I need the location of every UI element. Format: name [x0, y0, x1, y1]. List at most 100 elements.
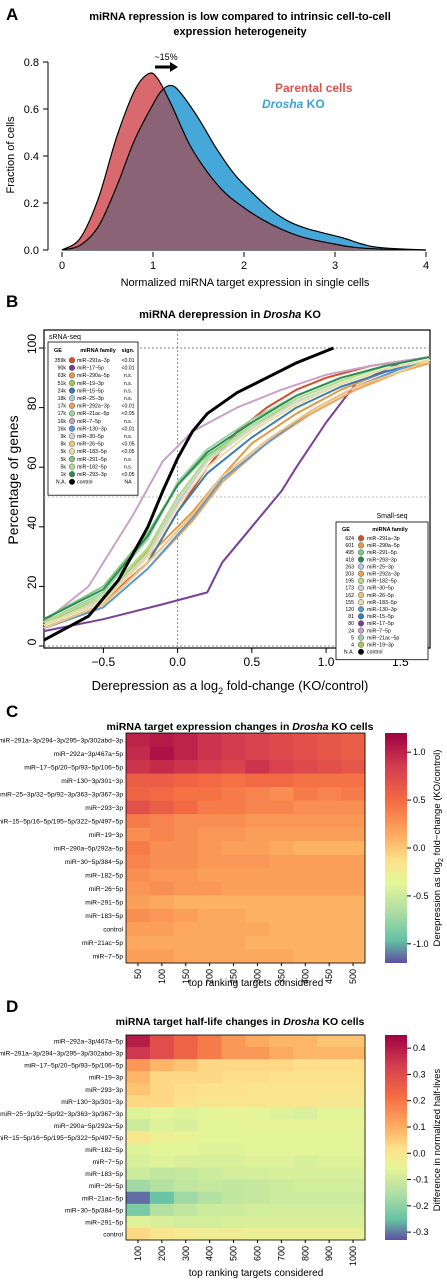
- heatmap-cell: [197, 1179, 223, 1193]
- heatmap-cell: [197, 1203, 223, 1217]
- heatmap-row-label: miR−21ac−5p: [82, 940, 123, 947]
- heatmap-cell: [221, 1215, 246, 1229]
- heatmap-cell: [293, 1107, 318, 1120]
- heatmap-cell: [221, 787, 246, 802]
- heatmap-cell: [173, 814, 199, 829]
- heatmap-row-label: miR−291−5p: [85, 1219, 123, 1226]
- cdf-line: [43, 358, 431, 627]
- panel-letter-d: D: [6, 997, 18, 1016]
- heatmap-x-tick-label: 100: [157, 969, 167, 984]
- heatmap-cell: [149, 1155, 175, 1169]
- heatmap-row-label: miR−183−5p: [85, 1171, 123, 1178]
- heatmap-cell: [341, 1131, 366, 1145]
- heatmap-cell: [269, 1143, 294, 1157]
- heatmap-cell: [317, 841, 342, 856]
- heatmap-cell: [293, 1071, 318, 1084]
- heatmap-cell: [126, 1095, 151, 1108]
- parental-density-line: [61, 72, 427, 251]
- panel-b-title: miRNA derepression in Drosha KO: [139, 309, 321, 321]
- heatmap-cell: [245, 1119, 270, 1132]
- heatmap-cell: [197, 760, 223, 775]
- heatmap-x-tick-label: 200: [205, 969, 215, 984]
- heatmap-row-label: miR−21ac−5p: [82, 1195, 123, 1202]
- heatmap-cell: [341, 881, 366, 896]
- srna-legend-family: miR−291a−3p: [77, 358, 110, 364]
- heatmap-row-label: miR−17−5p/20−5p/93−5p/106−5p: [24, 1063, 123, 1070]
- panel-d-colorbar-label: Difference in normalized half-lives: [432, 1069, 443, 1212]
- heatmap-cell: [341, 1035, 366, 1048]
- heatmap-cell: [197, 854, 223, 869]
- heatmap-cell: [269, 1179, 294, 1193]
- heatmap-cell: [293, 773, 318, 788]
- heatmap-cell: [173, 746, 199, 761]
- heatmap-cell: [341, 1083, 366, 1096]
- heatmap-cell: [245, 841, 270, 856]
- heatmap-cell: [245, 1203, 270, 1217]
- heatmap-cell: [341, 1155, 366, 1169]
- panel-a-title-line2: expression heterogeneity: [173, 26, 307, 38]
- heatmap-cell: [269, 1083, 294, 1096]
- srna-legend-sig: <0.01: [121, 358, 134, 364]
- small-legend-family: control: [367, 650, 383, 656]
- heatmap-cell: [221, 1167, 246, 1181]
- panel-a-xlabel: Normalized miRNA target expression in si…: [121, 277, 370, 289]
- heatmap-x-tick-label: 450: [324, 969, 334, 984]
- heatmap-cell: [293, 868, 318, 883]
- heatmap-cell: [293, 1203, 318, 1217]
- srna-legend-title: sRNA-seq: [49, 334, 81, 341]
- colorbar-tick-label: -0.2: [413, 1201, 429, 1211]
- srna-legend-family: control: [77, 480, 93, 486]
- panel-b-x-tick-label: 0.5: [244, 655, 261, 669]
- srna-legend-box: [47, 341, 139, 496]
- heatmap-cell: [126, 868, 151, 883]
- heatmap-cell: [149, 733, 175, 748]
- heatmap-cell: [293, 1191, 318, 1205]
- srna-legend-sig: <0.01: [121, 426, 134, 432]
- small-legend-ge: 601: [345, 543, 354, 549]
- panel-a-ylabel: Fraction of cells: [5, 116, 17, 194]
- heatmap-x-tick-label: 800: [300, 1246, 310, 1261]
- panel-d-colorbar: [385, 1035, 407, 1240]
- heatmap-cell: [149, 1059, 175, 1072]
- srna-legend-sig: n.s.: [124, 434, 132, 440]
- srna-legend-ge: 16k: [58, 426, 67, 432]
- heatmap-cell: [221, 1143, 246, 1157]
- heatmap-cell: [293, 854, 318, 869]
- heatmap-cell: [149, 1215, 175, 1229]
- heatmap-cell: [317, 895, 342, 910]
- heatmap-cell: [126, 854, 151, 869]
- heatmap-cell: [317, 1131, 342, 1145]
- heatmap-row-label: miR−17−5p/20−5p/93−5p/106−5p: [24, 764, 123, 771]
- heatmap-cell: [126, 1203, 151, 1217]
- srna-legend-swatch: [68, 463, 75, 470]
- panel-a-y-tick-label: 0.2: [24, 198, 39, 210]
- heatmap-cell: [293, 1179, 318, 1193]
- heatmap-cell: [341, 1227, 366, 1241]
- heatmap-cell: [269, 922, 294, 937]
- heatmap-row-label: miR−130−3p/301−3p: [61, 778, 123, 785]
- small-legend-ge: N.A.: [344, 650, 354, 656]
- small-legend-swatch: [358, 648, 365, 655]
- heatmap-cell: [126, 1215, 151, 1229]
- srna-legend-family: miR−17−5p: [77, 366, 104, 372]
- heatmap-cell: [269, 935, 294, 950]
- heatmap-cell: [293, 935, 318, 950]
- heatmap-cell: [293, 1059, 318, 1072]
- heatmap-cell: [173, 1095, 199, 1108]
- srna-legend-swatch: [68, 402, 75, 409]
- srna-legend-swatch: [68, 418, 75, 425]
- shift-arrow: [155, 62, 178, 72]
- heatmap-cell: [245, 1227, 270, 1241]
- panel-b-y-tick-label: 100: [25, 334, 39, 354]
- heatmap-cell: [126, 800, 151, 815]
- heatmap-cell: [245, 1155, 270, 1169]
- heatmap-x-tick-label: 400: [205, 1246, 215, 1261]
- heatmap-cell: [149, 1227, 175, 1241]
- srna-legend-header-ge: GE: [54, 348, 62, 354]
- colorbar-tick-label: 0.2: [413, 1096, 426, 1106]
- heatmap-cell: [293, 908, 318, 923]
- colorbar-tick-label: 0.1: [413, 1122, 426, 1132]
- small-legend-swatch: [358, 535, 365, 542]
- heatmap-cell: [269, 841, 294, 856]
- heatmap-cell: [126, 1167, 151, 1181]
